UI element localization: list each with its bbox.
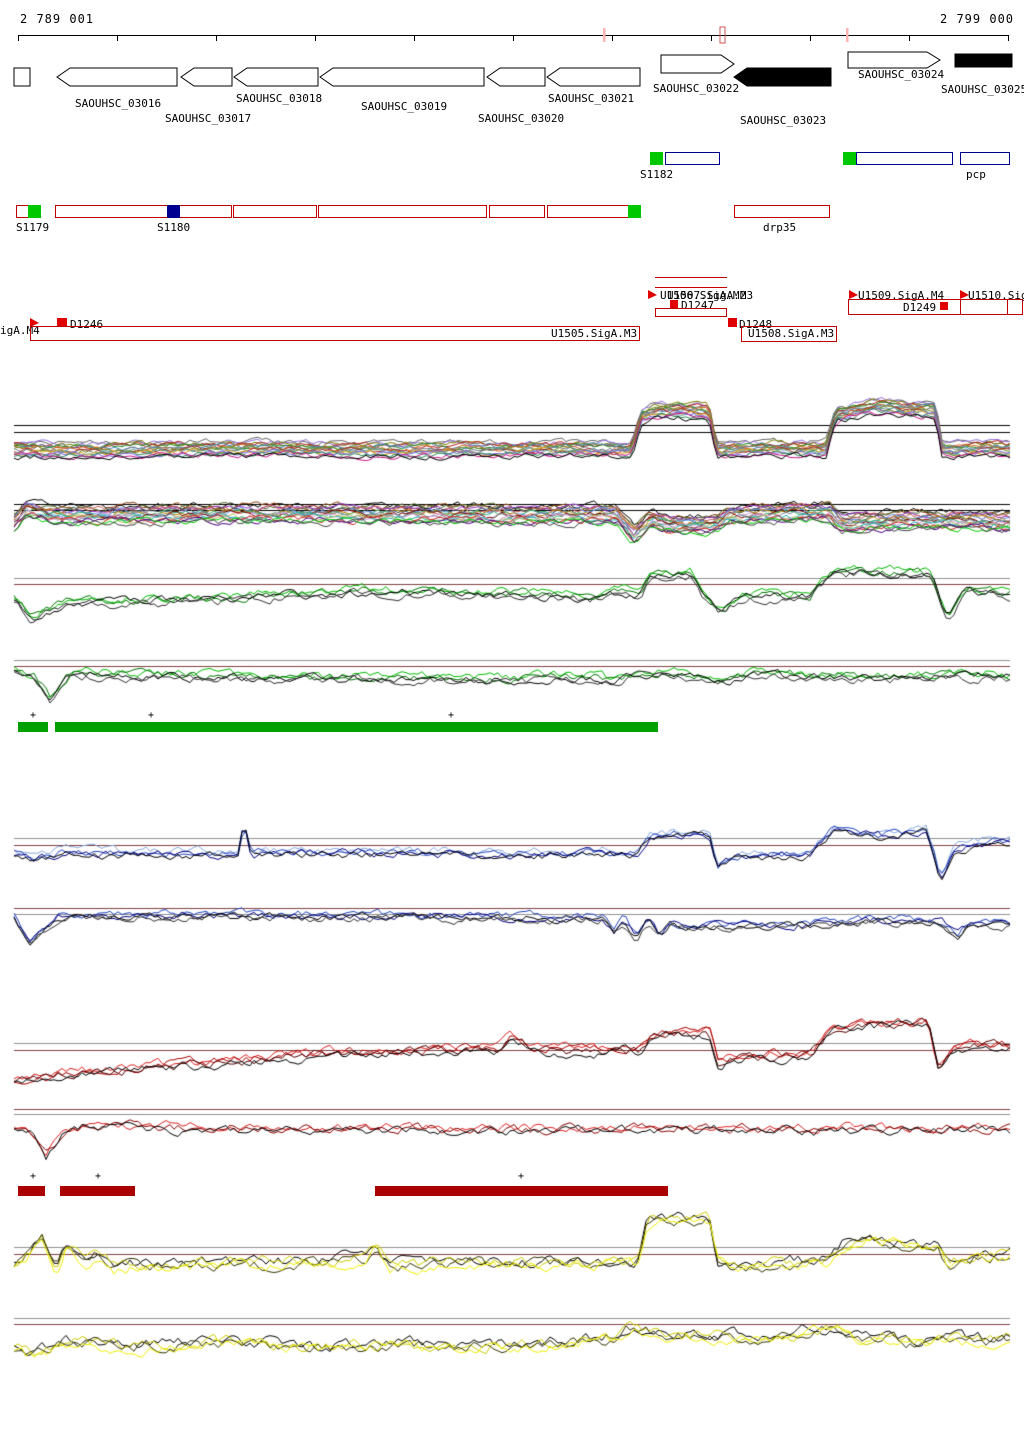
- gene-label: SAOUHSC_03020: [478, 112, 565, 125]
- gene-label: SAOUHSC_03021: [548, 92, 635, 105]
- feature-marker-green[interactable]: [650, 152, 663, 165]
- annotation-label: U1508.SigA.M3: [748, 327, 835, 340]
- annotation-label: U1505.SigA.M3: [551, 327, 638, 340]
- annotation-sq: [670, 300, 678, 308]
- gene-SAOUHSC_03016[interactable]: [56, 67, 178, 87]
- gene-label: SAOUHSC_03016: [75, 97, 162, 110]
- gene-label: SAOUHSC_03025: [941, 83, 1024, 96]
- segment-bar-green: [18, 722, 48, 732]
- feature-marker-navy[interactable]: [167, 205, 180, 218]
- segment-bar-green: [55, 722, 658, 732]
- annotation-box[interactable]: [741, 326, 837, 342]
- plus-mark: +: [518, 1171, 525, 1182]
- signal-track-all-samples-fwd: [0, 393, 1024, 471]
- annotation-label: igA.M4: [0, 324, 40, 337]
- annotation-label: U1510.SigA: [968, 289, 1024, 302]
- signal-track-red-fwd: [0, 1013, 1024, 1095]
- feature-box-blue[interactable]: [665, 152, 720, 165]
- feature-box-red[interactable]: [318, 205, 487, 218]
- segment-bar-darkred: [60, 1186, 135, 1196]
- feature-box-red[interactable]: [55, 205, 232, 218]
- gene-SAOUHSC_03020[interactable]: [486, 67, 546, 87]
- plus-mark: +: [30, 1171, 37, 1182]
- annotation-sq: [728, 318, 737, 327]
- ruler-start-label: 2 789 001: [20, 12, 95, 26]
- feature-box-red[interactable]: [734, 205, 830, 218]
- annotation-hline: [655, 287, 727, 288]
- annotation-flag: [30, 318, 39, 327]
- annotation-box[interactable]: [960, 299, 1023, 315]
- plus-mark: +: [95, 1171, 102, 1182]
- ruler-gene-layer: [13, 26, 1013, 87]
- feature-box-red[interactable]: [489, 205, 545, 218]
- ruler-end-label: 2 799 000: [940, 12, 1015, 26]
- gene-SAOUHSC_03023[interactable]: [733, 67, 832, 87]
- gene-SAOUHSC_03022[interactable]: [660, 54, 735, 74]
- signal-track-blue-fwd: [0, 816, 1024, 888]
- plus-mark: +: [448, 710, 455, 721]
- gene-SAOUHSC_03017[interactable]: [180, 67, 233, 87]
- plus-mark: +: [148, 710, 155, 721]
- annotation-flag: [960, 290, 969, 299]
- annotation-box[interactable]: [655, 308, 727, 317]
- feature-box-red[interactable]: [233, 205, 317, 218]
- gene-label: SAOUHSC_03023: [740, 114, 827, 127]
- annotation-label: D1246: [70, 318, 104, 331]
- gene-partial[interactable]: [13, 67, 31, 87]
- feature-label: drp35: [763, 221, 797, 234]
- annotation-label: U1509.SigA.M4: [858, 289, 945, 302]
- feature-marker-green[interactable]: [843, 152, 856, 165]
- gene-label: SAOUHSC_03022: [653, 82, 740, 95]
- annotation-label: U1506.SigA.M2: [660, 289, 747, 302]
- signal-track-yellow-rev: [0, 1308, 1024, 1385]
- gene-label: SAOUHSC_03018: [236, 92, 323, 105]
- annotation-sq: [57, 318, 67, 327]
- ruler-mark: [603, 28, 606, 42]
- signal-track-green-rev: [0, 648, 1024, 705]
- feature-marker-green[interactable]: [28, 205, 41, 218]
- annotation-flag: [849, 290, 858, 299]
- annotation-box[interactable]: [30, 326, 640, 341]
- annotation-label: U1507.SigA.M3: [667, 289, 754, 302]
- signal-track-yellow-fwd: [0, 1210, 1024, 1300]
- feature-label: pcp: [966, 168, 986, 181]
- gene-SAOUHSC_03024[interactable]: [847, 51, 941, 69]
- signal-track-all-samples-rev: [0, 487, 1024, 557]
- signal-track-red-rev: [0, 1103, 1024, 1165]
- feature-box-blue[interactable]: [856, 152, 953, 165]
- ruler-cursor[interactable]: [719, 26, 726, 44]
- annotation-label: D1248: [739, 318, 773, 331]
- feature-marker-green[interactable]: [628, 205, 641, 218]
- signal-track-green-fwd: [0, 563, 1024, 631]
- ruler-mark: [846, 28, 849, 42]
- feature-box-red[interactable]: [547, 205, 629, 218]
- gene-SAOUHSC_03018[interactable]: [233, 67, 319, 87]
- annotation-flag: [648, 290, 657, 299]
- gene-SAOUHSC_03021[interactable]: [546, 67, 641, 87]
- gene-label: SAOUHSC_03024: [858, 68, 945, 81]
- segment-bar-darkred: [18, 1186, 45, 1196]
- segment-bar-darkred: [375, 1186, 668, 1196]
- feature-label: S1179: [16, 221, 50, 234]
- gene-SAOUHSC_03019[interactable]: [319, 67, 485, 87]
- feature-label: S1182: [640, 168, 674, 181]
- feature-box-blue[interactable]: [960, 152, 1010, 165]
- gene-label: SAOUHSC_03019: [361, 100, 448, 113]
- annotation-hline: [655, 277, 727, 278]
- annotation-box[interactable]: [848, 299, 1008, 315]
- annotation-label: D1249: [903, 301, 937, 314]
- gene-SAOUHSC_03025[interactable]: [954, 53, 1013, 68]
- annotation-sq: [940, 302, 948, 310]
- feature-label: S1180: [157, 221, 191, 234]
- gene-label: SAOUHSC_03017: [165, 112, 252, 125]
- signal-track-blue-rev: [0, 898, 1024, 960]
- plus-mark: +: [30, 710, 37, 721]
